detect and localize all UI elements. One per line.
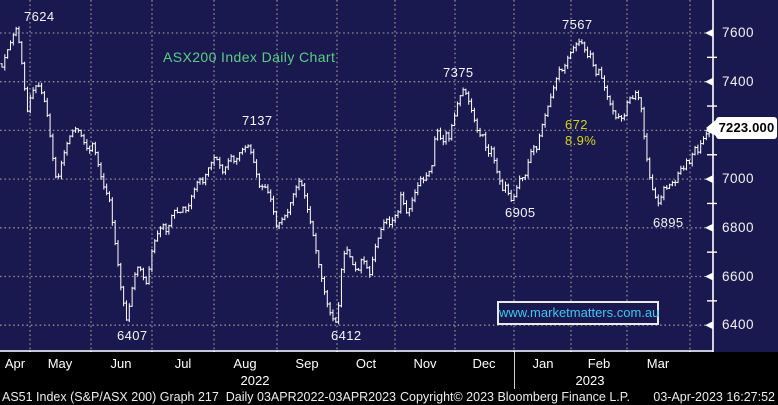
- chart-title: ASX200 Index Daily Chart: [163, 49, 336, 65]
- y-axis-major-tick-arrow: [705, 29, 713, 37]
- x-axis-month-label: Dec: [472, 356, 496, 371]
- x-axis-month-label: Nov: [413, 356, 437, 371]
- price-level-annotation: 7624: [24, 9, 55, 24]
- x-axis-year-label: 2023: [575, 373, 605, 388]
- y-axis-major-tick-arrow: [705, 223, 713, 232]
- x-axis-month-label: Feb: [587, 356, 611, 371]
- price-level-annotation: 7137: [242, 113, 273, 128]
- price-level-annotation: 7375: [443, 65, 474, 80]
- price-level-annotation: 6905: [505, 205, 536, 220]
- x-axis-month-label: Mar: [646, 356, 670, 371]
- price-level-annotation: 6412: [331, 328, 362, 343]
- y-axis-label: 7600: [722, 25, 755, 40]
- x-axis-month-label: Apr: [4, 356, 26, 371]
- y-axis-label: 7000: [722, 171, 755, 187]
- x-axis-month-label: Jul: [174, 356, 192, 371]
- chart-plot-area: ASX200 Index Daily Chart 7624 6407 7137 641…: [0, 0, 778, 352]
- price-level-annotation: 6407: [117, 328, 148, 343]
- y-axis-label: 6600: [722, 268, 755, 284]
- status-copyright-text: Copyright© 2023 Bloomberg Finance L.P.: [400, 390, 630, 404]
- x-axis-month-label: Aug: [233, 356, 257, 371]
- x-axis-month-label: Jun: [110, 356, 132, 371]
- x-axis-strip: Apr May Jun Jul Aug Sep Oct Nov Dec Jan Feb Mar 202…: [0, 352, 778, 405]
- status-timestamp: 03-Apr-2023 16:27:52: [653, 390, 775, 404]
- x-axis-month-label: Oct: [355, 356, 377, 371]
- x-axis-month-label: May: [47, 356, 73, 371]
- status-instrument-text: AS51 Index (S&P/ASX 200) Graph 217 Daily…: [2, 390, 396, 404]
- y-axis-major-tick-arrow: [705, 77, 713, 86]
- move-annotation: 672: [565, 117, 588, 132]
- price-chart-canvas: [0, 0, 717, 352]
- last-price-badge: 7223.000: [706, 117, 777, 139]
- x-axis-year-label: 2022: [240, 373, 270, 388]
- y-axis-major-tick-arrow: [705, 175, 713, 184]
- price-level-annotation: 7567: [562, 17, 593, 32]
- y-axis-major-tick-arrow: [705, 321, 713, 330]
- y-axis-major-tick-arrow: [705, 272, 713, 281]
- x-axis-month-label: Jan: [532, 356, 554, 371]
- y-axis-label: 7400: [722, 73, 755, 89]
- x-axis-month-label: Sep: [295, 356, 319, 371]
- ohlc-price-bars: [0, 26, 714, 325]
- price-level-annotation: 6895: [653, 215, 684, 230]
- status-bar: AS51 Index (S&P/ASX 200) Graph 217 Daily…: [0, 390, 778, 405]
- watermark-link: www.marketmatters.com.au: [497, 301, 659, 325]
- move-annotation: 8.9%: [565, 133, 597, 148]
- y-axis-label: 6800: [722, 219, 755, 235]
- year-separator-line: [514, 352, 515, 389]
- y-axis-label: 6400: [722, 317, 755, 333]
